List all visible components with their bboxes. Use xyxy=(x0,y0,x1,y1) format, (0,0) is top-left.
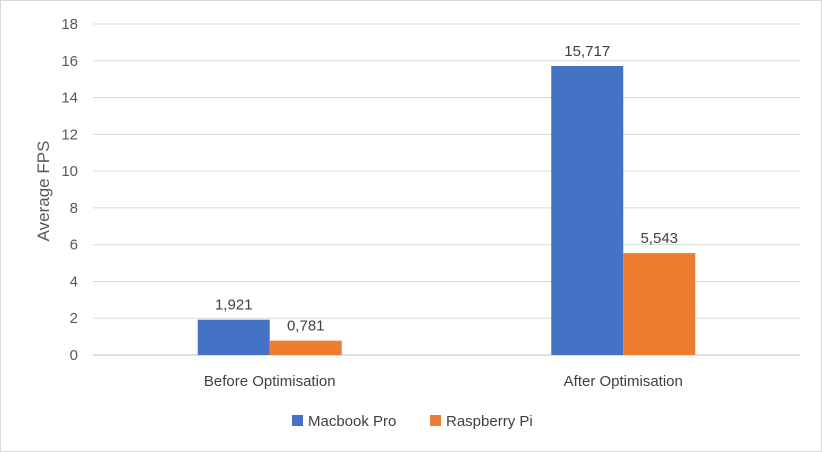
y-tick-label: 12 xyxy=(61,126,78,143)
x-category-label: Before Optimisation xyxy=(204,373,336,390)
y-tick-label: 0 xyxy=(70,347,78,364)
data-label: 5,543 xyxy=(640,230,678,247)
x-category-label: After Optimisation xyxy=(564,373,683,390)
y-tick-label: 16 xyxy=(61,53,78,70)
x-axis-categories: Before Optimisation After Optimisation xyxy=(204,373,683,390)
legend-label: Raspberry Pi xyxy=(446,413,533,430)
y-tick-label: 18 xyxy=(61,16,78,33)
bar xyxy=(197,319,270,355)
y-tick-label: 8 xyxy=(70,200,78,217)
y-tick-label: 4 xyxy=(70,273,78,290)
bar xyxy=(623,253,696,355)
y-axis-title: Average FPS xyxy=(34,141,53,242)
y-tick-label: 14 xyxy=(61,90,78,107)
data-label: 0,781 xyxy=(287,318,325,335)
bars xyxy=(197,65,696,355)
bar xyxy=(551,65,624,355)
legend-swatch xyxy=(292,415,303,426)
y-tick-label: 10 xyxy=(61,163,78,180)
y-axis-ticks: 0 2 4 6 8 10 12 14 16 18 xyxy=(61,16,78,364)
legend-swatch xyxy=(430,415,441,426)
legend-label: Macbook Pro xyxy=(308,413,396,430)
data-label: 1,921 xyxy=(215,297,253,314)
legend: Macbook Pro Raspberry Pi xyxy=(292,413,533,430)
bar xyxy=(269,340,342,355)
y-tick-label: 2 xyxy=(70,310,78,327)
y-tick-label: 6 xyxy=(70,237,78,254)
data-label: 15,717 xyxy=(564,43,610,60)
data-labels: 1,921 0,781 15,717 5,543 xyxy=(215,43,678,335)
